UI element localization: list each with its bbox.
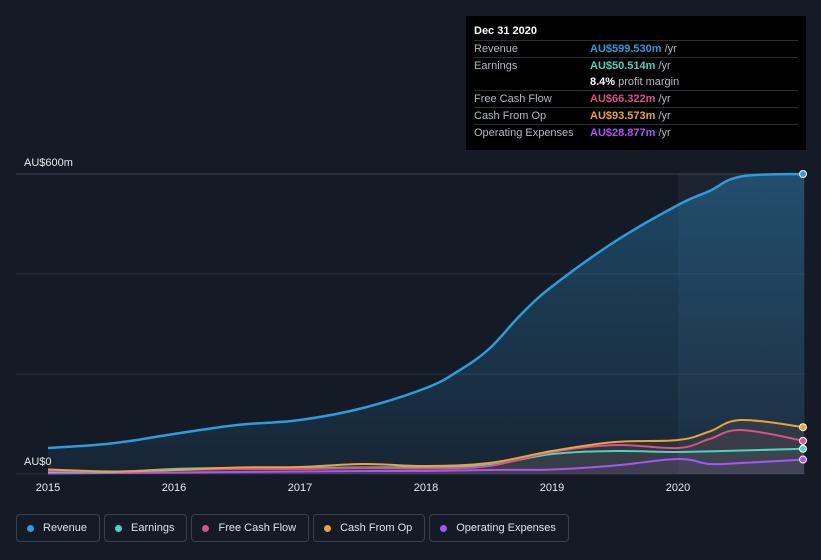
legend-item-revenue[interactable]: Revenue — [16, 514, 101, 542]
earnings-end-marker[interactable] — [799, 444, 807, 453]
tooltip-row: Revenue AU$599.530m/yr — [474, 40, 798, 57]
tooltip-row: Operating Expenses AU$28.877m/yr — [474, 124, 798, 141]
y-axis-bottom-label: AU$0 — [24, 456, 52, 468]
legend-item-operating-expenses[interactable]: Operating Expenses — [429, 514, 569, 542]
tooltip-row-unit: /yr — [658, 93, 671, 105]
series-lines — [47, 172, 805, 475]
tooltip-row-unit: profit margin — [618, 76, 680, 88]
tooltip-row-label: Free Cash Flow — [474, 93, 552, 105]
legend-dot-icon — [115, 524, 123, 532]
free-cash-flow-area — [48, 429, 804, 474]
legend-label: Cash From Op — [340, 522, 413, 534]
tooltip-row-label: Earnings — [474, 60, 518, 72]
tooltip-rows: Revenue AU$599.530m/yr Earnings AU$50.514m /… — [474, 40, 798, 141]
x-tick-label: 2020 — [666, 482, 690, 494]
tooltip-row-value: 8.4% — [590, 76, 616, 88]
x-tick-label: 2018 — [414, 482, 438, 494]
legend-dot-icon — [202, 524, 210, 532]
legend-label: Free Cash Flow — [218, 522, 297, 534]
revenue-end-marker[interactable] — [799, 170, 807, 178]
data-tooltip: Dec 31 2020 Revenue AU$599.530m/yr Earning… — [466, 16, 806, 150]
tooltip-row: Free Cash Flow AU$66.322m/yr — [474, 90, 798, 107]
cash-from-op-area — [48, 419, 804, 474]
free-cash-flow-end-marker[interactable] — [799, 436, 807, 445]
tooltip-row-unit: /yr — [658, 110, 671, 122]
tooltip-row-label: Cash From Op — [474, 110, 547, 122]
legend-dot-icon — [440, 524, 448, 532]
tooltip-row-label — [474, 74, 590, 90]
operating-expenses-area — [48, 458, 804, 474]
x-tick-label: 2017 — [288, 482, 312, 494]
revenue-area — [48, 174, 804, 474]
legend-item-earnings[interactable]: Earnings — [104, 514, 188, 542]
tooltip-row-value: AU$66.322m — [590, 93, 656, 105]
x-tick-label: 2019 — [540, 482, 564, 494]
tooltip-row-unit: /yr — [658, 127, 671, 139]
tooltip-row-label: Operating Expenses — [474, 127, 574, 139]
tooltip-row-unit: /yr — [664, 43, 677, 55]
cash-from-op-end-marker[interactable] — [799, 423, 807, 432]
chart-legend: Revenue Earnings Free Cash Flow Cash From O… — [16, 514, 569, 542]
operating-expenses-line — [47, 457, 805, 475]
tooltip-row-value: AU$28.877m — [590, 127, 656, 139]
legend-label: Revenue — [43, 522, 88, 534]
x-tick-label: 2015 — [36, 482, 60, 494]
legend-item-cash-from-op[interactable]: Cash From Op — [313, 514, 426, 542]
legend-item-free-cash-flow[interactable]: Free Cash Flow — [191, 514, 310, 542]
tooltip-row-value: AU$599.530m — [590, 43, 662, 55]
series-end-markers — [799, 170, 807, 464]
legend-dot-icon — [27, 524, 34, 532]
tooltip-row-value: AU$50.514m — [590, 60, 656, 72]
x-tick-label: 2016 — [162, 482, 186, 494]
legend-dot-icon — [324, 524, 332, 532]
legend-label: Operating Expenses — [456, 522, 556, 534]
financials-chart: 2015 2016 2017 2018 2019 2020 AU$600m AU$0 — [16, 157, 807, 494]
tooltip-row: Earnings AU$50.514m/yr — [474, 57, 798, 74]
x-axis-ticks: 2015 2016 2017 2018 2019 2020 — [36, 482, 690, 494]
operating-expenses-end-marker[interactable] — [799, 455, 807, 464]
tooltip-row: Cash From Op AU$93.573m/yr — [474, 107, 798, 124]
legend-label: Earnings — [131, 522, 175, 534]
revenue-line — [47, 172, 805, 450]
series-areas — [48, 174, 804, 474]
cash-from-op-line — [47, 418, 805, 473]
earnings-area — [48, 448, 804, 474]
tooltip-date: Dec 31 2020 — [474, 25, 537, 37]
tooltip-row-unit: /yr — [658, 60, 671, 72]
tooltip-row-value: AU$93.573m — [590, 110, 656, 122]
tooltip-row-label: Revenue — [474, 43, 519, 55]
y-axis-top-label: AU$600m — [24, 157, 73, 169]
tooltip-row: 8.4% profit margin — [474, 74, 798, 90]
